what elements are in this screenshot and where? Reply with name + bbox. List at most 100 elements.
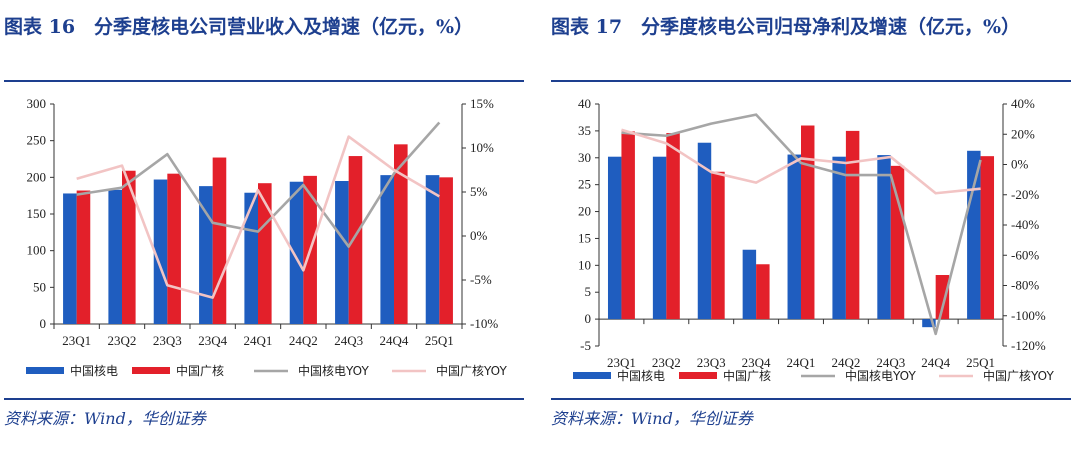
- y2-tick-label: 0%: [1011, 157, 1029, 172]
- x-tick-label: 23Q1: [607, 355, 636, 370]
- y-tick-label: 300: [27, 96, 47, 111]
- bar-中国核电-23Q1: [607, 156, 622, 320]
- x-tick-label: 23Q2: [652, 355, 681, 370]
- x-tick-label: 25Q1: [966, 355, 995, 370]
- y-tick-label: 10: [578, 257, 591, 272]
- revenue-chart: 0 50 100 150 200 250 300 -10% -5% 0% 5% 10% 15% 23Q1 2…: [26, 96, 507, 378]
- y-tick-label: 25: [578, 177, 591, 192]
- y2-tick-label: -100%: [1011, 308, 1046, 323]
- y-tick-label: -5: [580, 338, 591, 353]
- line-中国核电YOY: [621, 113, 982, 336]
- y2-tick-label: 20%: [1011, 126, 1035, 141]
- bar-中国广核-25Q1: [439, 177, 453, 324]
- bar-中国核电-25Q1: [967, 150, 981, 320]
- line-中国广核YOY: [76, 135, 440, 299]
- bar-中国广核-24Q1: [801, 125, 815, 320]
- bar-中国广核-23Q4: [756, 264, 770, 320]
- bar-中国广核-23Q2: [666, 133, 680, 320]
- bar-中国广核-24Q2: [845, 130, 860, 320]
- bar-中国核电-24Q1: [244, 192, 258, 324]
- y2-tick-label: 15%: [470, 96, 494, 111]
- y-tick-label: 200: [27, 169, 47, 184]
- legend-swatch: [573, 372, 611, 379]
- x-tick-label: 24Q2: [831, 355, 860, 370]
- figure-title: 图表 17 分季度核电公司归母净利及增速（亿元，%）: [551, 16, 1021, 38]
- bar-中国核电-23Q1: [63, 193, 77, 324]
- bar-中国广核-24Q1: [258, 183, 272, 324]
- legend-label: 中国核电YOY: [298, 363, 369, 378]
- y-tick-label: 0: [40, 316, 47, 331]
- x-tick-label: 23Q4: [198, 333, 227, 348]
- y-tick-label: 30: [578, 150, 591, 165]
- y-tick-label: 50: [33, 279, 46, 294]
- bar-中国核电-23Q2: [652, 156, 667, 320]
- y-tick-label: 0: [585, 311, 592, 326]
- x-tick-label: 24Q3: [334, 333, 363, 348]
- line-中国核电YOY: [76, 121, 441, 248]
- y-tick-label: 5: [585, 284, 592, 299]
- legend-label: 中国广核YOY: [436, 363, 507, 378]
- bar-中国核电-23Q4: [742, 249, 757, 320]
- bar-中国核电-24Q2: [832, 156, 846, 320]
- bar-中国广核-23Q3: [711, 171, 725, 320]
- source-rule: [551, 398, 1071, 400]
- y2-tick-label: -60%: [1011, 247, 1039, 262]
- bar-中国核电-23Q2: [108, 189, 122, 324]
- bar-中国核电-24Q3: [877, 155, 891, 320]
- y2-tick-label: -80%: [1011, 278, 1039, 293]
- y-tick-label: 250: [27, 133, 47, 148]
- y2-tick-label: -20%: [1011, 187, 1039, 202]
- bar-中国核电-24Q4: [380, 175, 394, 324]
- x-tick-label: 24Q3: [876, 355, 905, 370]
- bar-中国核电-24Q2: [289, 181, 304, 324]
- x-tick-label: 23Q1: [62, 333, 91, 348]
- x-tick-label: 24Q2: [289, 333, 318, 348]
- x-tick-label: 24Q1: [244, 333, 273, 348]
- y-tick-label: 15: [578, 230, 591, 245]
- y2-tick-label: -10%: [470, 316, 498, 331]
- bar-中国广核-25Q1: [980, 156, 995, 320]
- y2-tick-label: -40%: [1011, 217, 1039, 232]
- y2-tick-label: 5%: [470, 184, 488, 199]
- bar-中国核电-23Q3: [697, 142, 712, 320]
- x-tick-label: 23Q4: [742, 355, 771, 370]
- legend-label: 中国核电YOY: [845, 368, 916, 383]
- y2-tick-label: -5%: [470, 272, 492, 287]
- x-tick-label: 23Q3: [697, 355, 726, 370]
- y2-tick-label: 10%: [470, 140, 494, 155]
- legend-swatch: [132, 367, 170, 374]
- bar-中国核电-24Q1: [787, 154, 801, 320]
- bar-中国广核-24Q3: [890, 165, 905, 320]
- bar-中国广核-24Q4: [394, 144, 408, 324]
- x-tick-label: 25Q1: [425, 333, 454, 348]
- bar-中国广核-24Q3: [348, 156, 363, 324]
- y2-tick-label: 40%: [1011, 96, 1035, 111]
- legend-label: 中国核电: [617, 368, 665, 383]
- figure-title: 图表 16 分季度核电公司营业收入及增速（亿元，%）: [4, 16, 474, 38]
- bar-中国广核-23Q2: [122, 170, 136, 324]
- y-tick-label: 100: [27, 243, 47, 258]
- title-rule: [551, 80, 1071, 82]
- source-rule: [4, 398, 524, 400]
- x-tick-label: 23Q3: [153, 333, 182, 348]
- bar-中国核电-23Q3: [153, 179, 168, 324]
- figure-17-panel: 图表 17 分季度核电公司归母净利及增速（亿元，%） -5 0 5 10 15 20 25 3…: [551, 0, 1075, 454]
- x-tick-label: 23Q2: [108, 333, 137, 348]
- source-note: 资料来源：Wind，华创证券: [4, 409, 206, 428]
- legend-label: 中国广核YOY: [983, 368, 1054, 383]
- y2-tick-label: 0%: [470, 228, 488, 243]
- figure-16-panel: 图表 16 分季度核电公司营业收入及增速（亿元，%） 0 50 100 150 200 2…: [4, 0, 528, 454]
- x-tick-label: 24Q4: [921, 355, 950, 370]
- net-profit-chart: -5 0 5 10 15 20 25 30 35 40 -120% -100% -80% -60% -40%…: [573, 96, 1054, 383]
- legend-swatch: [26, 367, 64, 374]
- legend-swatch: [679, 372, 717, 379]
- y-tick-label: 150: [27, 206, 47, 221]
- legend-label: 中国核电: [70, 363, 118, 378]
- bar-中国广核-23Q1: [621, 131, 635, 320]
- x-tick-label: 24Q1: [787, 355, 816, 370]
- y-tick-label: 35: [578, 123, 591, 138]
- bar-中国广核-23Q4: [212, 157, 227, 324]
- bar-中国核电-24Q3: [335, 181, 349, 324]
- bar-中国广核-23Q3: [167, 173, 181, 324]
- bar-中国核电-25Q1: [425, 175, 440, 324]
